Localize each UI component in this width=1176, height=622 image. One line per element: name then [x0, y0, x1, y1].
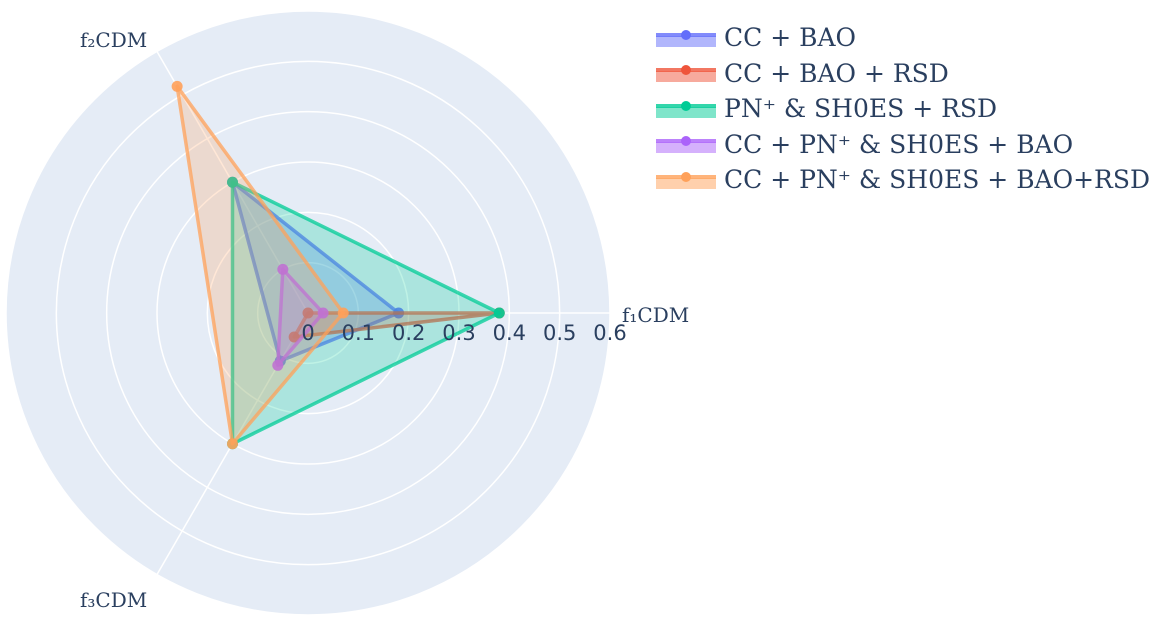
- legend-swatch-icon: [656, 136, 716, 154]
- legend-item[interactable]: PN⁺ & SH0ES + RSD: [656, 91, 1150, 127]
- radial-tick-label: 0: [301, 321, 314, 345]
- legend-item[interactable]: CC + PN⁺ & SH0ES + BAO: [656, 127, 1150, 163]
- radial-tick-labels: 0 0.1 0.2 0.3 0.4 0.5 0.6: [301, 321, 626, 345]
- legend-swatch-icon: [656, 171, 716, 189]
- legend-label: CC + PN⁺ & SH0ES + BAO: [724, 129, 1074, 159]
- radial-tick-label: 0.6: [593, 321, 626, 345]
- series-trace: [227, 176, 505, 450]
- legend-item[interactable]: CC + PN⁺ & SH0ES + BAO+RSD: [656, 162, 1150, 198]
- series-trace: [171, 80, 349, 450]
- radial-tick-label: 0.3: [442, 321, 475, 345]
- radial-tick-label: 0.2: [392, 321, 425, 345]
- series-line: [175, 84, 345, 446]
- legend-label: CC + BAO: [724, 23, 857, 53]
- data-point: [227, 176, 238, 188]
- radial-tick-label: 0.5: [543, 321, 576, 345]
- radial-tick-label: 0.4: [493, 321, 526, 345]
- legend: CC + BAO CC + BAO + RSD PN⁺ & SH0ES + RSD C…: [656, 20, 1150, 198]
- radial-tick-label: 0.1: [342, 321, 375, 345]
- legend-label: CC + BAO + RSD: [724, 58, 949, 88]
- series-fill: [177, 86, 344, 444]
- data-point: [227, 438, 238, 450]
- angular-axis-label: f₂CDM: [80, 28, 147, 52]
- data-point: [337, 307, 349, 319]
- series-fill: [232, 182, 500, 444]
- data-point: [171, 80, 183, 92]
- data-point: [493, 307, 505, 319]
- data-point: [317, 307, 329, 319]
- series-line: [292, 311, 502, 339]
- data-point: [272, 359, 284, 371]
- legend-label: CC + PN⁺ & SH0ES + BAO+RSD: [724, 165, 1151, 195]
- legend-item[interactable]: CC + BAO + RSD: [656, 56, 1150, 92]
- legend-swatch-icon: [656, 65, 716, 83]
- angular-axis-label: f₃CDM: [80, 588, 147, 612]
- series-fill: [277, 269, 324, 366]
- series-line: [276, 267, 325, 368]
- legend-item[interactable]: CC + BAO: [656, 20, 1150, 56]
- angular-axis-labels: f₁CDM f₂CDM f₃CDM: [80, 28, 689, 612]
- series-line: [230, 180, 401, 363]
- legend-label: PN⁺ & SH0ES + RSD: [724, 94, 998, 124]
- data-point: [302, 307, 314, 319]
- series-layer: [171, 80, 505, 450]
- series-line: [230, 180, 502, 446]
- legend-swatch-icon: [656, 100, 716, 118]
- data-point: [277, 263, 289, 275]
- series-trace: [272, 263, 329, 371]
- legend-swatch-icon: [656, 29, 716, 47]
- angular-axis-label: f₁CDM: [622, 303, 689, 327]
- data-point: [288, 331, 300, 343]
- series-fill: [232, 182, 399, 361]
